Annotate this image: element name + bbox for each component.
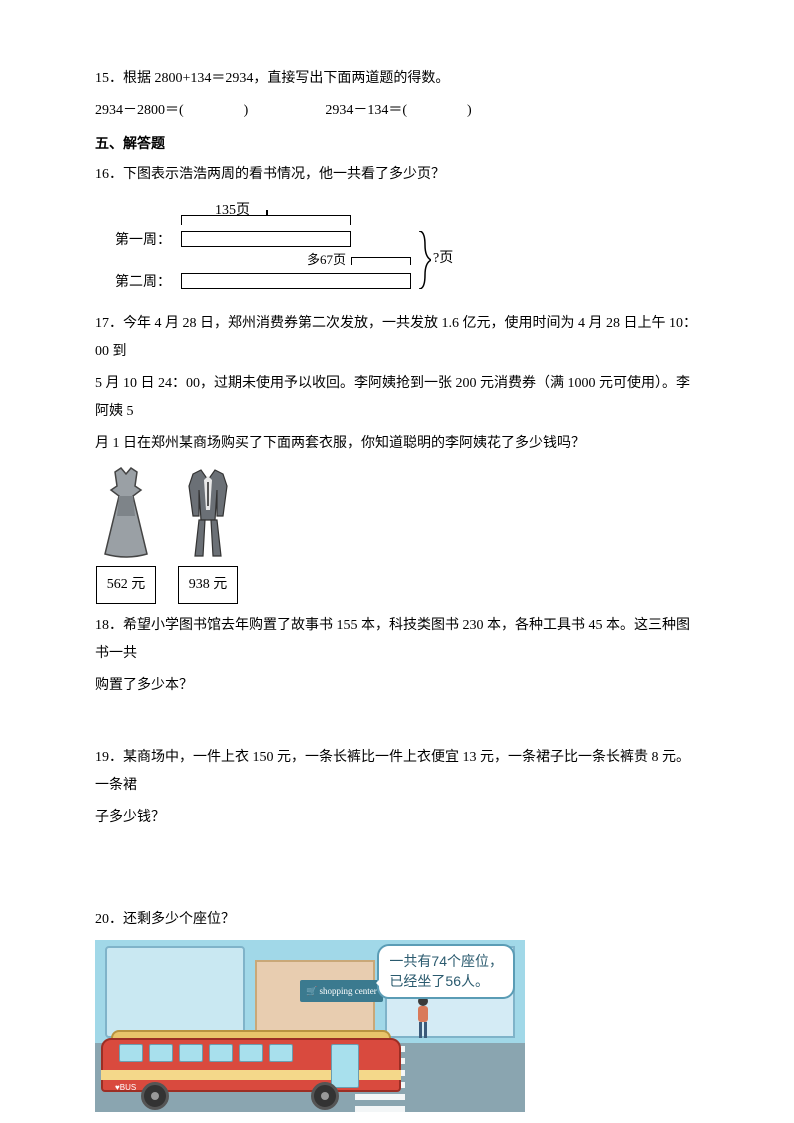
speech-bubble: 一共有74个座位， 已经坐了56人。 [377, 944, 515, 999]
q18-line1: 18．希望小学图书馆去年购置了故事书 155 本，科技类图书 230 本，各种工… [95, 612, 699, 668]
q17-price1: 562 元 [96, 566, 157, 604]
q16-qpages-label: ?页 [433, 245, 453, 273]
q16-week1-label: 第一周： [115, 227, 171, 255]
q16-more67-label: 多67页 [307, 247, 346, 273]
q20-text: 20．还剩多少个座位？ [95, 906, 699, 934]
dress-icon [95, 466, 157, 560]
building-1 [105, 946, 245, 1038]
q15-equations: 2934－2800＝() 2934－134＝() [95, 97, 699, 125]
bubble-line2: 已经坐了56人。 [389, 972, 503, 992]
q17-dress-item: 562 元 [95, 466, 157, 604]
q15-text: 15．根据 2800+134＝2934，直接写出下面两道题的得数。 [95, 65, 699, 93]
q16-mid-brace [351, 257, 411, 265]
q17-line2: 5 月 10 日 24：00，过期未使用予以收回。李阿姨抢到一张 200 元消费… [95, 370, 699, 426]
q18-line2: 购置了多少本？ [95, 672, 699, 700]
q16-bar2 [181, 273, 411, 289]
bus-label: ♥BUS [115, 1080, 136, 1096]
q16-top-brace [181, 215, 351, 225]
q17-line1: 17．今年 4 月 28 日，郑州消费券第二次发放，一共发放 1.6 亿元，使用… [95, 310, 699, 366]
person-icon [411, 994, 435, 1042]
q17-price2: 938 元 [178, 566, 239, 604]
q15-eq1-right: ) [244, 103, 249, 118]
bubble-line1: 一共有74个座位， [389, 952, 503, 972]
q15-eq1-left: 2934－2800＝( [95, 103, 184, 118]
q19-line1: 19．某商场中，一件上衣 150 元，一条长裤比一件上衣便宜 13 元，一条裙子… [95, 744, 699, 800]
q19-line2: 子多少钱？ [95, 804, 699, 832]
suit-icon [177, 466, 239, 560]
q16-right-brace [417, 231, 431, 289]
section5-heading: 五、解答题 [95, 129, 699, 157]
q17-clothes-row: 562 元 938 元 [95, 466, 699, 604]
q15-eq2-right: ) [467, 103, 472, 118]
q16-diagram: 135页 第一周： 多67页 第二周： ?页 [115, 197, 455, 302]
q16-week2-label: 第二周： [115, 269, 171, 297]
q15-eq2-left: 2934－134＝( [325, 103, 407, 118]
q16-bar1 [181, 231, 351, 247]
q20-scene: shopping center ♥BUS 一共有74个座位， 已经坐了56人。 [95, 940, 525, 1112]
q17-line3: 月 1 日在郑州某商场购买了下面两套衣服，你知道聪明的李阿姨花了多少钱吗？ [95, 430, 699, 458]
bus-icon: ♥BUS [101, 1030, 401, 1108]
q17-suit-item: 938 元 [177, 466, 239, 604]
q16-text: 16．下图表示浩浩两周的看书情况，他一共看了多少页？ [95, 161, 699, 189]
